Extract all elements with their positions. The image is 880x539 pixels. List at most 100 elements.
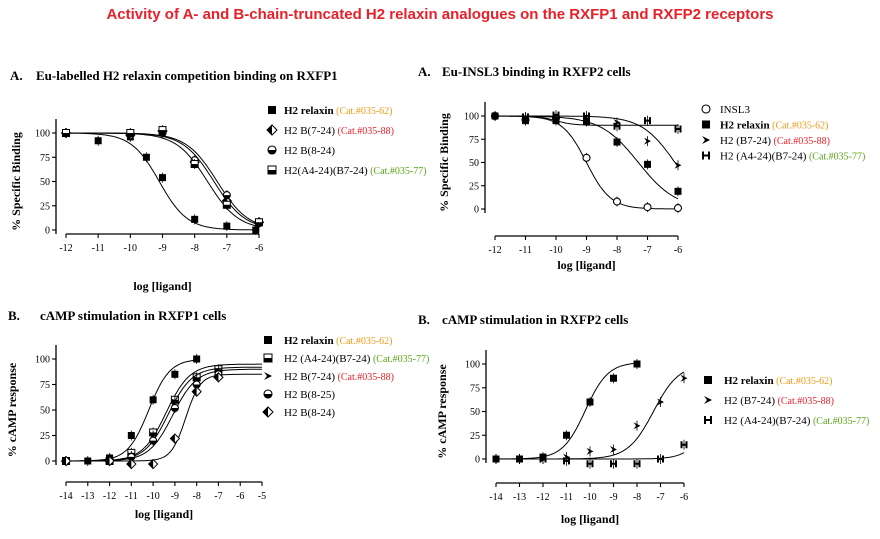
legend-entry: H2 relaxin (Cat.#035-62) (702, 120, 829, 132)
y-tick-label: 100 (35, 129, 50, 140)
legend-marker (704, 416, 712, 424)
legend-catalog-number: (Cat.#035-88) (335, 372, 394, 383)
data-point (674, 187, 682, 195)
x-tick-label: -5 (258, 491, 266, 502)
legend-entry: H2 (A4-24)(B7-24) (Cat.#035-77) (263, 353, 429, 365)
panel-title: Eu-labelled H2 relaxin competition bindi… (36, 68, 338, 83)
x-tick-label: -11 (92, 243, 105, 254)
x-tick-label: -6 (236, 491, 244, 502)
x-tick-label: -9 (158, 243, 166, 254)
data-point (633, 360, 641, 368)
data-point (147, 458, 159, 470)
data-point (563, 457, 570, 465)
data-point (612, 197, 622, 206)
y-tick-label: 75 (470, 383, 480, 394)
series-1 (62, 363, 262, 466)
chart-panel-p1: A. Eu-labelled H2 relaxin competition bin… (9, 68, 427, 293)
x-tick-label: -10 (583, 492, 596, 503)
y-tick-label: 0 (475, 455, 480, 466)
x-tick-label: -14 (59, 491, 72, 502)
legend-entry: H2 B(8-25) (263, 389, 335, 401)
legend-marker (704, 376, 712, 384)
x-tick-label: -10 (124, 243, 137, 254)
y-axis-label: % cAMP response (5, 362, 19, 457)
x-tick-label: -8 (633, 492, 641, 503)
data-point (149, 436, 158, 445)
data-point (142, 153, 150, 161)
chart-panel-p2: A. Eu-INSL3 binding in RXFP2 cells 0 25 50 75… (418, 64, 865, 272)
legend-label: H2 relaxin (Cat.#035-62) (284, 105, 393, 117)
y-tick-label: 25 (469, 181, 479, 192)
x-tick-label: -12 (59, 243, 72, 254)
legend-marker (267, 165, 277, 175)
y-tick-label: 25 (40, 431, 50, 442)
x-tick-label: -9 (171, 491, 179, 502)
legend-entry: H2 (B7-24) (Cat.#035-88) (704, 395, 834, 407)
legend-label: H2 B(7-24) (Cat.#035-88) (284, 371, 394, 383)
data-point (674, 125, 682, 133)
y-tick-label: 75 (40, 380, 50, 391)
legend-series-name: H2(A4-24)(B7-24) (284, 165, 368, 177)
data-point (582, 153, 591, 162)
legend-catalog-number: (Cat.#035-62) (770, 121, 829, 132)
data-point (223, 222, 231, 230)
data-point (62, 129, 70, 137)
legend-marker (702, 151, 710, 160)
data-point (680, 441, 688, 449)
legend-catalog-number: (Cat.#035-77) (806, 152, 865, 163)
x-tick-label: -8 (613, 245, 621, 256)
x-axis-label: log [ligand] (135, 507, 193, 521)
data-point (586, 398, 594, 406)
data-point (552, 111, 560, 119)
y-tick-label: 75 (40, 153, 50, 164)
series-3 (491, 110, 682, 135)
legend-marker (701, 104, 711, 114)
y-tick-label: 0 (45, 226, 50, 237)
legend-series-name: H2 B(7-24) (284, 125, 335, 137)
y-tick-label: 25 (470, 431, 480, 442)
chart-panel-p3: B. cAMP stimulation in RXFP1 cells 0 25 50 75… (5, 308, 429, 521)
legend-marker (264, 372, 272, 380)
fit-curve (66, 373, 262, 462)
legend-marker (267, 145, 277, 155)
y-tick-label: 50 (40, 177, 50, 188)
x-tick-label: -6 (255, 243, 263, 254)
legend-series-name: H2 B(8-24) (284, 145, 335, 157)
legend-series-name: H2 (A4-24)(B7-24) (720, 151, 807, 163)
x-tick-label: -11 (125, 491, 138, 502)
data-point (170, 403, 179, 413)
panel-letter: B. (418, 312, 430, 327)
legend-marker (702, 120, 710, 129)
legend-marker (263, 389, 273, 399)
data-point (563, 431, 570, 439)
legend-catalog-number: (Cat.#035-77) (368, 166, 427, 177)
y-tick-label: 100 (464, 112, 479, 123)
x-tick-label: -7 (223, 243, 231, 254)
legend-marker (266, 124, 278, 136)
data-point (644, 117, 651, 125)
data-point (158, 126, 167, 135)
data-point (60, 455, 72, 467)
data-point (610, 460, 617, 468)
data-point (657, 398, 664, 406)
legend-series-name: H2 B(8-24) (284, 407, 335, 419)
data-point (610, 374, 617, 382)
y-tick-label: 50 (470, 407, 480, 418)
data-point (94, 137, 102, 145)
legend-series-name: H2 B(7-24) (284, 371, 335, 383)
panel-letter: A. (418, 64, 431, 79)
panel-letter: B. (8, 308, 20, 323)
y-axis-label: % Specific Binding (437, 113, 451, 212)
legend-label: H2 B(7-24) (Cat.#035-88) (284, 125, 394, 137)
series-0 (492, 359, 641, 464)
legend-entry: H2 (A4-24)(B7-24) (Cat.#035-77) (704, 415, 869, 427)
panel-letter: A. (10, 68, 23, 83)
data-point (255, 218, 263, 227)
y-tick-label: 100 (465, 360, 480, 371)
chart-panel-p4: B. cAMP stimulation in RXFP2 cells 0 25 50 75… (418, 312, 869, 526)
data-point (159, 174, 166, 182)
legend-marker (263, 353, 273, 363)
data-point (613, 122, 621, 130)
data-point (644, 160, 651, 168)
